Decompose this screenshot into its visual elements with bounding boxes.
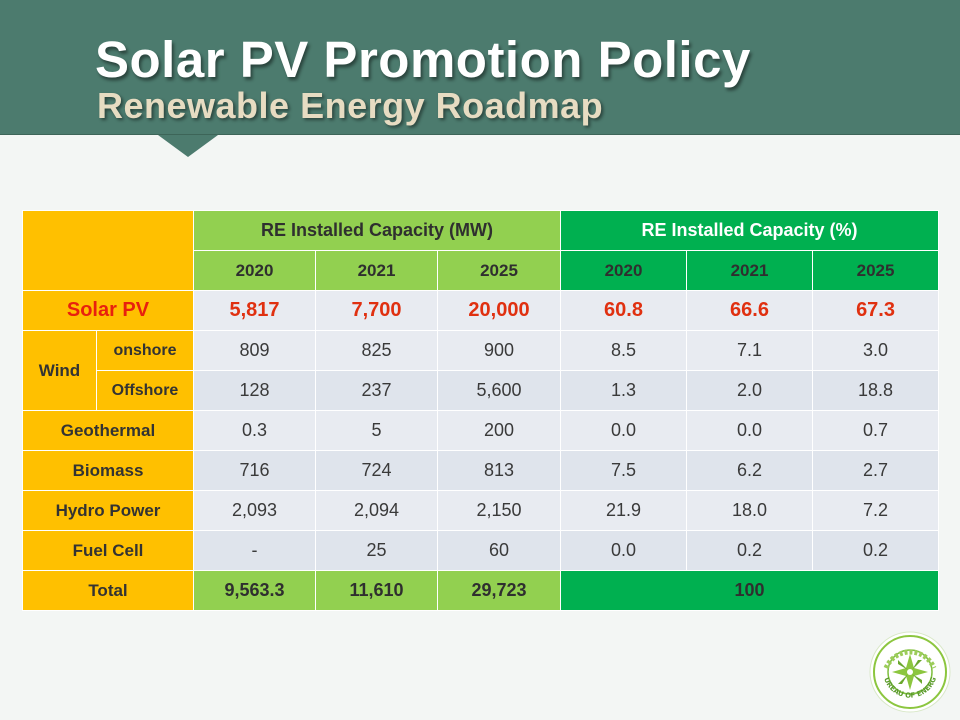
table-cell: 5	[315, 410, 438, 451]
table-row-wind-offshore: Offshore 128 237 5,600 1.3 2.0 18.8	[23, 370, 940, 411]
table-cell: 7.1	[686, 330, 814, 371]
year-header: 2020	[193, 250, 316, 291]
slide-subtitle: Renewable Energy Roadmap	[97, 85, 604, 126]
year-header: 2025	[812, 250, 940, 291]
table-cell: 67.3	[812, 290, 940, 331]
row-label-geothermal: Geothermal	[22, 410, 194, 451]
table-cell: 60	[436, 530, 562, 571]
table-cell: -	[193, 530, 316, 571]
table-cell: 18.0	[686, 490, 814, 531]
re-capacity-table: RE Installed Capacity (MW) RE Installed …	[22, 210, 940, 611]
table-cell: 5,600	[436, 370, 562, 411]
table-row-total: Total 9,563.3 11,610 29,723 100	[22, 570, 940, 611]
table-cell: 0.7	[812, 410, 940, 451]
table-cell: 25	[315, 530, 438, 571]
table-cell: 724	[315, 450, 438, 491]
table-cell: 0.2	[686, 530, 814, 571]
row-label-offshore: Offshore	[96, 370, 194, 411]
table-cell: 8.5	[560, 330, 688, 371]
table-cell: 6.2	[686, 450, 814, 491]
table-cell: 809	[193, 330, 316, 371]
table-cell: 2,150	[436, 490, 562, 531]
table-cell: 1.3	[560, 370, 688, 411]
slide-header	[0, 0, 960, 135]
corner-cell	[22, 210, 194, 291]
table-cell: 900	[436, 330, 562, 371]
table-cell: 128	[193, 370, 316, 411]
header-notch	[158, 135, 218, 157]
table-cell: 9,563.3	[193, 570, 316, 611]
table-cell: 825	[315, 330, 438, 371]
table-row-fuelcell: Fuel Cell - 25 60 0.0 0.2 0.2	[22, 530, 940, 571]
year-header: 2021	[686, 250, 814, 291]
table-cell-total-pct: 100	[560, 570, 940, 611]
table-row-wind-onshore: Wind onshore 809 825 900 8.5 7.1 3.0	[22, 330, 940, 411]
row-label-total: Total	[22, 570, 194, 611]
table-cell: 813	[436, 450, 562, 491]
table-cell: 2,093	[193, 490, 316, 531]
slide-title: Solar PV Promotion Policy	[95, 31, 751, 88]
year-header: 2021	[315, 250, 438, 291]
table-cell: 7,700	[315, 290, 438, 331]
table-cell: 5,817	[193, 290, 316, 331]
table-cell: 21.9	[560, 490, 688, 531]
table-cell: 2.7	[812, 450, 940, 491]
table-cell: 7.5	[560, 450, 688, 491]
table-row-biomass: Biomass 716 724 813 7.5 6.2 2.7	[22, 450, 940, 491]
table-cell: 200	[436, 410, 562, 451]
table-cell: 11,610	[315, 570, 438, 611]
table-cell: 2.0	[686, 370, 814, 411]
group-header-pct: RE Installed Capacity (%)	[560, 210, 940, 251]
row-label-fuelcell: Fuel Cell	[22, 530, 194, 571]
table-cell: 0.0	[560, 410, 688, 451]
table-cell: 29,723	[436, 570, 562, 611]
table-cell: 0.0	[560, 530, 688, 571]
table-cell: 60.8	[560, 290, 688, 331]
row-label-solar: Solar PV	[22, 290, 194, 331]
row-label-biomass: Biomass	[22, 450, 194, 491]
table-cell: 0.2	[812, 530, 940, 571]
year-header: 2025	[436, 250, 562, 291]
group-header-mw: RE Installed Capacity (MW)	[192, 210, 562, 251]
row-label-onshore: onshore	[96, 330, 194, 371]
table-cell: 2,094	[315, 490, 438, 531]
table-cell: 3.0	[812, 330, 940, 371]
table-cell: 20,000	[436, 290, 562, 331]
table-cell: 0.0	[686, 410, 814, 451]
row-label-wind: Wind	[22, 330, 97, 411]
table-row-hydro: Hydro Power 2,093 2,094 2,150 21.9 18.0 …	[22, 490, 940, 531]
bureau-of-energy-logo-icon: BUREAU OF ENERGY	[868, 630, 951, 713]
row-label-hydro: Hydro Power	[22, 490, 194, 531]
table-cell: 237	[315, 370, 438, 411]
table-row-solar: Solar PV 5,817 7,700 20,000 60.8 66.6 67…	[22, 290, 940, 331]
table-cell: 7.2	[812, 490, 940, 531]
year-header: 2020	[560, 250, 688, 291]
table-cell: 0.3	[193, 410, 316, 451]
table-row-geothermal: Geothermal 0.3 5 200 0.0 0.0 0.7	[22, 410, 940, 451]
table-cell: 18.8	[812, 370, 940, 411]
table-cell: 716	[193, 450, 316, 491]
table-cell: 66.6	[686, 290, 814, 331]
